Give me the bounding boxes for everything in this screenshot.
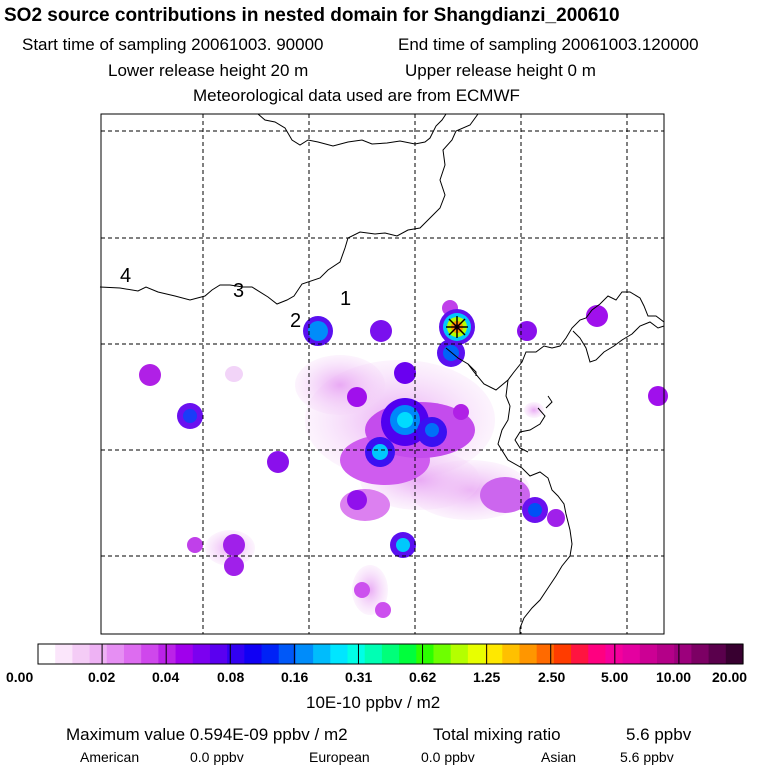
day-label-2: 2 <box>290 310 301 332</box>
european-label: European <box>309 749 370 765</box>
map-frame <box>100 113 665 635</box>
colorbar-cell <box>399 644 417 664</box>
hotspots <box>139 300 668 618</box>
colorbar-cell <box>433 644 452 664</box>
colorbar-cell <box>725 644 744 664</box>
colorbar-cell <box>89 644 108 664</box>
colorbar-tick-label: 5.00 <box>601 669 629 685</box>
colorbar-cell <box>588 644 607 664</box>
receptor-star-icon <box>446 316 468 338</box>
colorbar-tick-label: 0.31 <box>345 669 373 685</box>
american-value: 0.0 ppbv <box>190 749 244 765</box>
lower-release-label: Lower release height 20 m <box>108 61 309 80</box>
colorbar-cell <box>639 644 658 664</box>
asian-value: 5.6 ppbv <box>620 749 674 765</box>
colorbar-cell <box>536 644 555 664</box>
colorbar-tick-label: 0.00 <box>6 669 34 685</box>
colorbar-cell <box>209 644 228 664</box>
meteorological-label: Meteorological data used are from ECMWF <box>193 86 520 105</box>
colorbar-cell <box>467 644 486 664</box>
day-label-1: 1 <box>340 288 351 310</box>
colorbar-cell <box>295 644 314 664</box>
colorbar-tick-label: 0.62 <box>409 669 437 685</box>
colorbar-tick-label: 0.02 <box>88 669 116 685</box>
colorbar-tick-label: 0.16 <box>281 669 309 685</box>
american-label: American <box>80 749 140 765</box>
colorbar-tick-label: 20.00 <box>712 669 748 685</box>
colorbar-cell <box>622 644 641 664</box>
colorbar-cell <box>450 644 469 664</box>
colorbar-cell <box>416 644 435 664</box>
colorbar-cell <box>347 644 366 664</box>
colorbar-cell <box>175 644 194 664</box>
upper-release-label: Upper release height 0 m <box>405 61 596 80</box>
colorbar-tick-label: 0.04 <box>152 669 180 685</box>
colorbar-cell <box>72 644 91 664</box>
colorbar-cell <box>381 644 400 664</box>
day-label-4: 4 <box>120 265 131 287</box>
colorbar-tick-label: 10.00 <box>656 669 692 685</box>
colorbar-ticks <box>101 644 680 664</box>
maximum-value-label: Maximum value 0.594E-09 ppbv / m2 <box>66 725 348 744</box>
european-value: 0.0 ppbv <box>421 749 475 765</box>
start-time-label: Start time of sampling 20061003. 90000 <box>22 35 324 54</box>
colorbar-cell <box>55 644 73 664</box>
colorbar-cells <box>38 644 744 664</box>
colorbar-tick-label: 0.08 <box>217 669 245 685</box>
colorbar-cell <box>674 644 693 664</box>
day-label-3: 3 <box>233 280 244 302</box>
colorbar-cell <box>158 644 177 664</box>
total-mixing-value: 5.6 ppbv <box>626 725 692 744</box>
colorbar-cell <box>571 644 589 664</box>
colorbar-frame <box>37 643 744 665</box>
colorbar-cell <box>244 644 263 664</box>
graticule <box>101 114 664 634</box>
end-time-label: End time of sampling 20061003.120000 <box>398 35 699 54</box>
colorbar-cell <box>553 644 572 664</box>
page-title: SO2 source contributions in nested domai… <box>4 5 620 26</box>
colorbar-cell <box>106 644 125 664</box>
colorbar-cell <box>364 644 383 664</box>
colorbar-cell <box>261 644 280 664</box>
colorbar-cell <box>227 644 245 664</box>
colorbar-cell <box>519 644 538 664</box>
colorbar-cell <box>485 644 503 664</box>
colorbar-cell <box>330 644 349 664</box>
colorbar-cell <box>657 644 675 664</box>
colorbar-cell <box>278 644 297 664</box>
asian-label: Asian <box>541 749 577 765</box>
colorbar-tick-label: 1.25 <box>473 669 501 685</box>
colorbar-cell <box>691 644 710 664</box>
colorbar-cell <box>123 644 142 664</box>
colorbar-cell <box>192 644 211 664</box>
colorbar-cell <box>502 644 521 664</box>
colorbar-cell <box>141 644 159 664</box>
colorbar-cell <box>38 644 56 664</box>
colorbar-cell <box>313 644 331 664</box>
colorbar-unit: 10E-10 ppbv / m2 <box>306 693 441 712</box>
colorbar-tick-label: 2.50 <box>538 669 566 685</box>
colorbar-cell <box>708 644 727 664</box>
coastlines <box>99 113 665 634</box>
total-mixing-label: Total mixing ratio <box>433 725 561 744</box>
